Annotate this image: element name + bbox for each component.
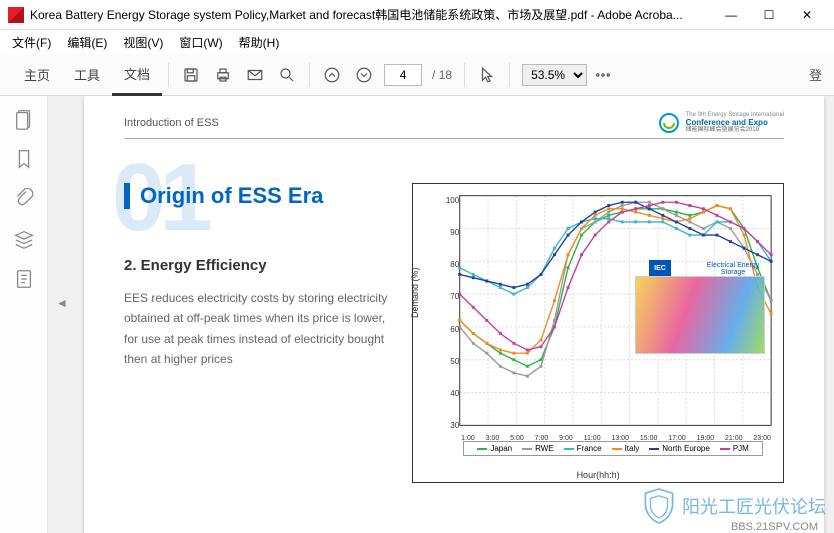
bookmarks-panel-button[interactable]	[13, 148, 35, 170]
layers-panel-button[interactable]	[13, 228, 35, 250]
close-button[interactable]: ✕	[788, 1, 826, 29]
inset-image	[635, 276, 765, 354]
zoom-menu-button[interactable]	[587, 59, 619, 91]
page-number-input[interactable]	[384, 64, 422, 86]
watermark-url: BBS.21SPV.COM	[731, 521, 818, 533]
slide-title: Origin of ESS Era	[124, 183, 388, 209]
page-up-button[interactable]	[316, 59, 348, 91]
content-area: ◄ Introduction of ESS The 9th Energy Sto…	[0, 96, 834, 533]
demand-chart: Demand (%) Hour(hh:h) 10090807060504030 …	[412, 183, 784, 483]
watermark: 阳光工匠光伏论坛	[642, 487, 826, 525]
select-tool[interactable]	[471, 59, 503, 91]
sign-in-link[interactable]: 登	[809, 65, 822, 84]
acrobat-icon	[8, 7, 24, 23]
window-title: Korea Battery Energy Storage system Poli…	[30, 6, 712, 23]
minimize-button[interactable]: —	[712, 1, 750, 29]
slide-subtitle: 2. Energy Efficiency	[124, 257, 388, 274]
menu-view[interactable]: 视图(V)	[115, 34, 171, 51]
chart-yticks: 10090807060504030	[439, 196, 459, 430]
page-total: / 18	[432, 68, 452, 82]
chart-legend: JapanRWEFranceItalyNorth EuropePJM	[463, 441, 763, 456]
menu-edit[interactable]: 编辑(E)	[59, 34, 115, 51]
scroll-left-arrow[interactable]: ◄	[56, 296, 68, 310]
attachments-panel-button[interactable]	[13, 188, 35, 210]
maximize-button[interactable]: ☐	[750, 1, 788, 29]
chart-ylabel: Demand (%)	[410, 267, 420, 318]
menubar: 文件(F) 编辑(E) 视图(V) 窗口(W) 帮助(H)	[0, 30, 834, 54]
save-button[interactable]	[175, 59, 207, 91]
print-button[interactable]	[207, 59, 239, 91]
tab-tools[interactable]: 工具	[62, 54, 112, 96]
chart-xlabel: Hour(hh:h)	[577, 470, 620, 480]
email-button[interactable]	[239, 59, 271, 91]
signatures-panel-button[interactable]	[13, 268, 35, 290]
conference-badge: The 9th Energy Storage International Con…	[686, 112, 784, 134]
search-button[interactable]	[271, 59, 303, 91]
menu-help[interactable]: 帮助(H)	[231, 34, 288, 51]
titlebar: Korea Battery Energy Storage system Poli…	[0, 0, 834, 30]
slide-header: Introduction of ESS	[124, 117, 219, 129]
inset-label: Electrical Energy Storage	[703, 262, 763, 276]
menu-file[interactable]: 文件(F)	[4, 34, 59, 51]
slide-paragraph: EES reduces electricity costs by storing…	[124, 288, 388, 370]
zoom-select[interactable]: 53.5%	[522, 64, 587, 86]
iec-badge: IEC	[649, 260, 671, 276]
document-viewer[interactable]: ◄ Introduction of ESS The 9th Energy Sto…	[48, 96, 834, 533]
tab-home[interactable]: 主页	[12, 54, 62, 96]
thumbnails-panel-button[interactable]	[13, 108, 35, 130]
conference-logo-icon	[658, 112, 680, 134]
shield-icon	[642, 487, 676, 525]
menu-window[interactable]: 窗口(W)	[171, 34, 230, 51]
sidebar	[0, 96, 48, 533]
page-down-button[interactable]	[348, 59, 380, 91]
pdf-page: Introduction of ESS The 9th Energy Stora…	[84, 96, 824, 533]
toolbar: 主页 工具 文档 / 18 53.5% 登	[0, 54, 834, 96]
tab-document[interactable]: 文档	[112, 54, 162, 96]
